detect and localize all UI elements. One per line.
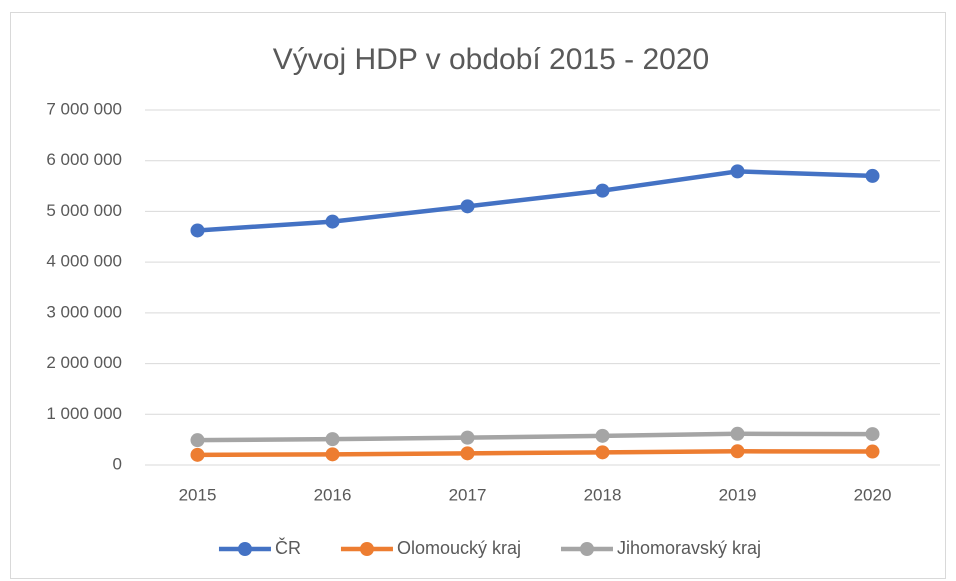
data-point	[595, 445, 610, 460]
data-point	[865, 427, 880, 442]
legend-label: ČR	[275, 537, 301, 558]
data-point	[325, 432, 340, 447]
legend-label: Jihomoravský kraj	[617, 538, 761, 558]
y-tick-label: 1 000 000	[46, 404, 122, 423]
x-tick-label: 2017	[449, 485, 487, 504]
series-line	[195, 169, 875, 233]
data-point	[730, 426, 745, 441]
data-point	[595, 428, 610, 443]
legend-marker	[359, 542, 374, 556]
data-point	[325, 447, 340, 462]
data-point	[325, 214, 340, 229]
series-line	[195, 449, 875, 458]
x-tick-label: 2016	[314, 485, 352, 504]
y-tick-label: 5 000 000	[46, 201, 122, 220]
y-tick-label: 2 000 000	[46, 353, 122, 372]
data-point	[865, 444, 880, 459]
x-tick-label: 2019	[719, 485, 757, 504]
y-tick-label: 3 000 000	[46, 302, 122, 321]
chart-title: Vývoj HDP v období 2015 - 2020	[273, 43, 709, 76]
data-point	[460, 430, 475, 445]
y-tick-label: 6 000 000	[46, 150, 122, 169]
y-tick-label: 7 000 000	[46, 99, 122, 118]
data-point	[730, 444, 745, 459]
chart-frame	[10, 12, 946, 579]
data-point	[190, 433, 205, 448]
x-tick-label: 2015	[179, 485, 217, 504]
data-point	[595, 183, 610, 198]
series-line	[195, 431, 875, 443]
data-point	[190, 223, 205, 238]
x-tick-label: 2018	[584, 485, 622, 504]
y-tick-label: 0	[113, 454, 122, 473]
y-tick-label: 4 000 000	[46, 252, 122, 271]
data-point	[730, 164, 745, 179]
data-point	[460, 446, 475, 461]
data-point	[865, 168, 880, 183]
data-point	[460, 199, 475, 214]
x-tick-label: 2020	[854, 485, 892, 504]
legend-label: Olomoucký kraj	[397, 538, 521, 558]
legend-marker	[579, 542, 594, 556]
data-point	[190, 447, 205, 462]
legend-marker	[237, 542, 252, 556]
